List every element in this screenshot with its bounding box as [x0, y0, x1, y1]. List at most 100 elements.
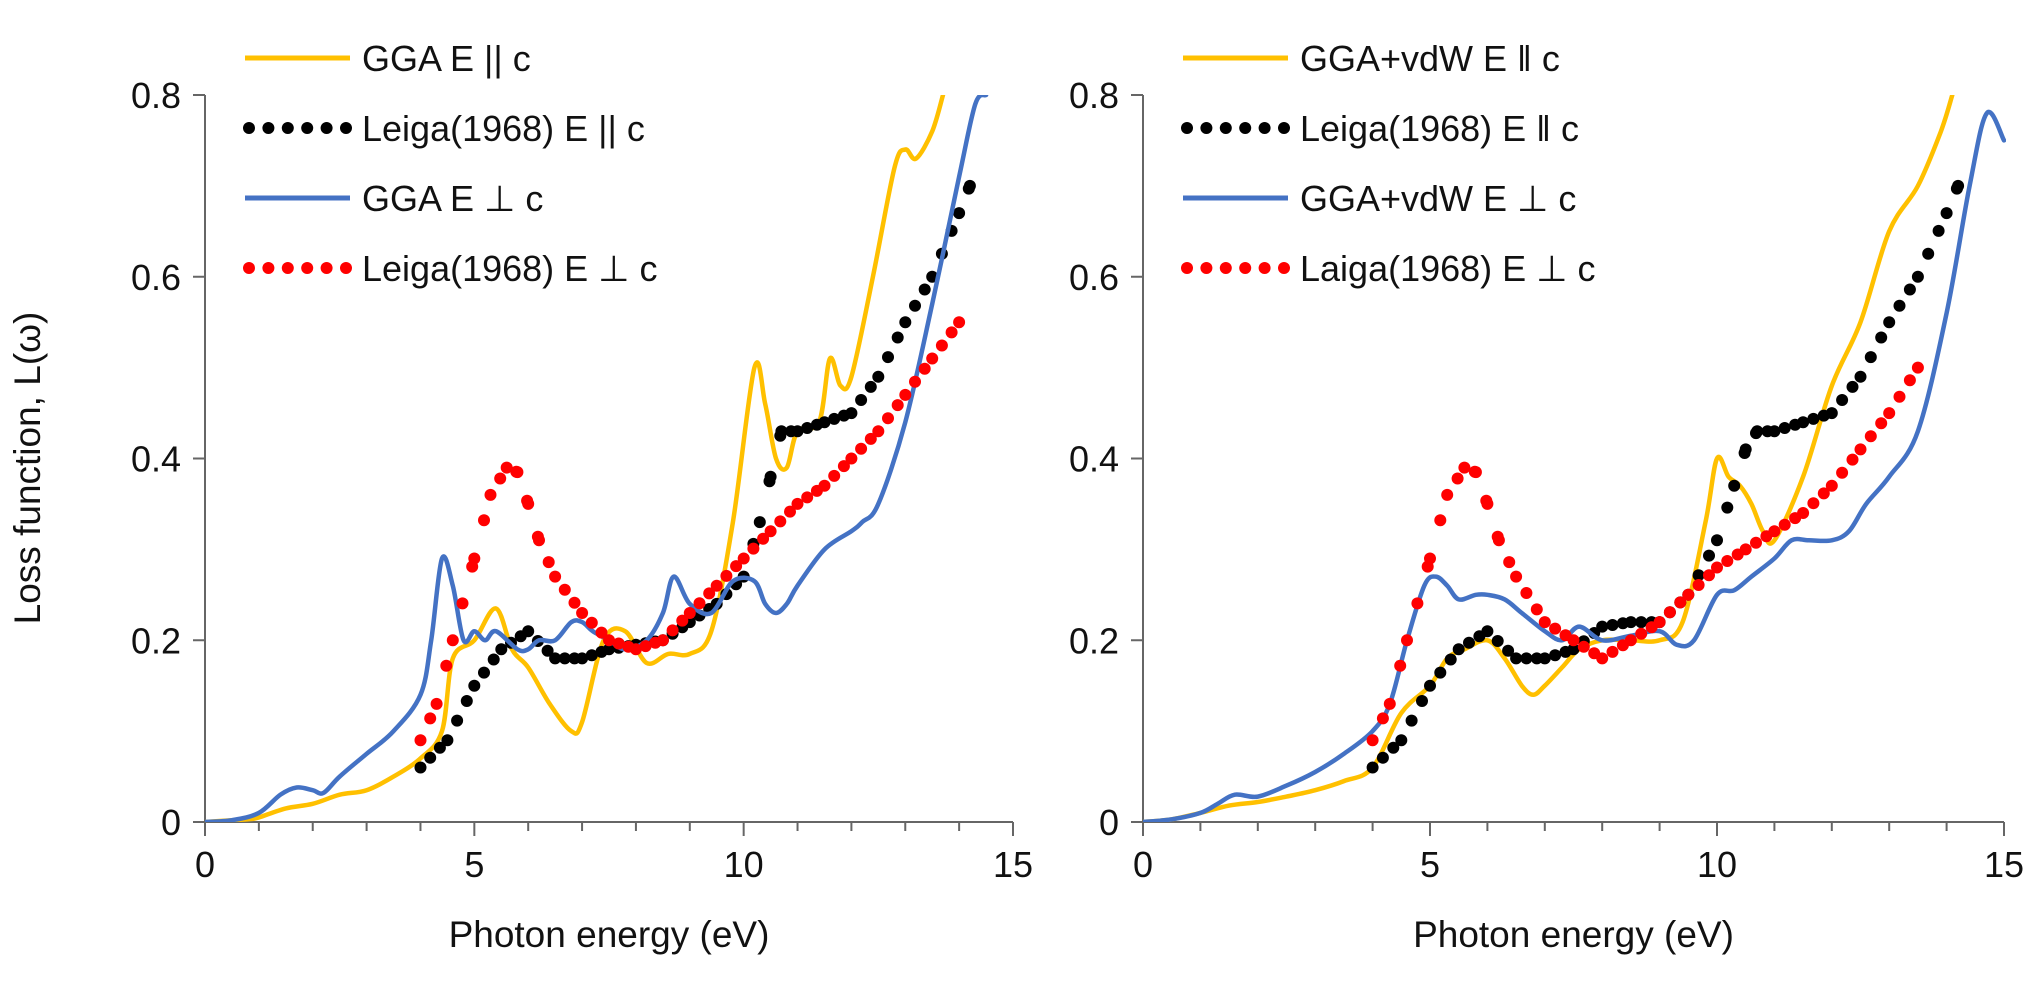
data-point [1469, 466, 1482, 479]
data-point [549, 652, 562, 665]
x-tick-label: 0 [1133, 844, 1153, 885]
data-point [710, 579, 723, 592]
data-point [1721, 501, 1734, 514]
data-point [953, 316, 966, 329]
left-panel: 0 0.2 0.4 0.6 0.8 0 5 10 15 Photon energy (eV) GGA… [131, 38, 1033, 955]
data-point [1911, 270, 1924, 283]
legend-label: GGA+vdW E ⊥ c [1300, 178, 1576, 219]
data-point [585, 649, 598, 662]
data-point [1663, 606, 1676, 619]
data-point [1893, 299, 1906, 312]
data-point [801, 422, 814, 434]
data-point [720, 569, 733, 582]
data-point [1836, 394, 1849, 406]
data-point [430, 697, 443, 710]
data-point [1520, 587, 1533, 599]
data-point [440, 659, 453, 672]
data-point [495, 643, 508, 656]
data-point [1502, 644, 1515, 657]
data-point [683, 607, 696, 619]
data-point [730, 560, 743, 573]
data-point [1635, 627, 1648, 640]
data-point [926, 352, 939, 365]
legend-swatch-dot [262, 122, 275, 134]
data-point [1703, 549, 1715, 562]
data-point [1903, 283, 1916, 296]
legend-swatch-dot [1258, 122, 1271, 134]
data-point [1492, 534, 1505, 547]
data-point [1577, 640, 1590, 653]
data-point [1458, 461, 1471, 474]
data-point [891, 331, 904, 344]
data-point [1911, 361, 1924, 374]
data-point [639, 640, 652, 653]
data-point [433, 741, 446, 754]
data-point [1875, 417, 1888, 430]
data-point [676, 614, 689, 627]
data-point [603, 643, 615, 656]
data-point [656, 634, 669, 647]
x-tick-label: 5 [464, 844, 484, 885]
x-tick-label: 0 [195, 844, 215, 885]
y-tick-label: 0.8 [131, 75, 181, 116]
data-point [1883, 407, 1896, 420]
legend-swatch-dot [340, 262, 352, 274]
data-point [1864, 430, 1877, 443]
data-point [891, 399, 904, 412]
legend-swatch-dot [1219, 122, 1232, 134]
data-point [595, 626, 608, 639]
data-point [1434, 666, 1447, 679]
right-panel: 0 0.2 0.4 0.6 0.8 0 5 10 15 Photon energy (eV) GGA… [1069, 38, 2024, 955]
data-point [864, 380, 877, 393]
data-point [855, 394, 868, 406]
data-point [837, 460, 850, 473]
data-point [1491, 635, 1504, 647]
legend-swatch-dot [340, 122, 352, 134]
data-point [1817, 487, 1830, 500]
data-point [1383, 697, 1396, 710]
data-point [1846, 453, 1859, 466]
data-point [1711, 561, 1723, 574]
x-tick-label: 10 [724, 844, 764, 885]
data-point [918, 362, 931, 375]
data-point [456, 597, 469, 610]
data-point [1932, 224, 1945, 237]
legend: GGA+vdW E ‖ c Leiga(1968) E ‖ c GGA+vdW E… [1181, 38, 1596, 289]
data-point [424, 751, 437, 764]
legend-swatch-dot [281, 262, 294, 274]
legend-swatch-dot [243, 122, 255, 134]
data-point [460, 695, 473, 707]
data-point [1825, 479, 1838, 492]
data-point [828, 412, 841, 425]
data-point [585, 616, 598, 629]
data-point [487, 653, 500, 666]
data-point [1520, 652, 1533, 665]
legend-swatch-dot [281, 122, 294, 134]
data-point [511, 466, 524, 479]
data-point [1549, 622, 1562, 635]
data-point [1674, 596, 1687, 609]
data-point [1452, 643, 1465, 656]
data-point [1692, 569, 1705, 582]
data-point [568, 596, 581, 609]
data-point [1635, 616, 1648, 629]
y-tick-label: 0.6 [131, 257, 181, 298]
legend-swatch-dot [1181, 122, 1193, 134]
y-tick-label: 0 [1099, 802, 1119, 843]
data-point [1903, 374, 1916, 387]
data-point [484, 488, 497, 501]
data-point [872, 370, 885, 383]
legend-swatch-dot [243, 262, 255, 274]
data-point [1606, 619, 1619, 631]
data-point [549, 570, 562, 583]
data-point [845, 452, 858, 465]
data-point [1624, 616, 1637, 629]
data-point [1682, 588, 1695, 601]
legend-label: GGA+vdW E ‖ c [1300, 38, 1560, 79]
y-tick-label: 0.4 [1069, 439, 1119, 480]
series-3 [1366, 361, 1924, 747]
data-point [1424, 552, 1436, 565]
data-point [703, 587, 716, 600]
data-point [1567, 634, 1580, 647]
